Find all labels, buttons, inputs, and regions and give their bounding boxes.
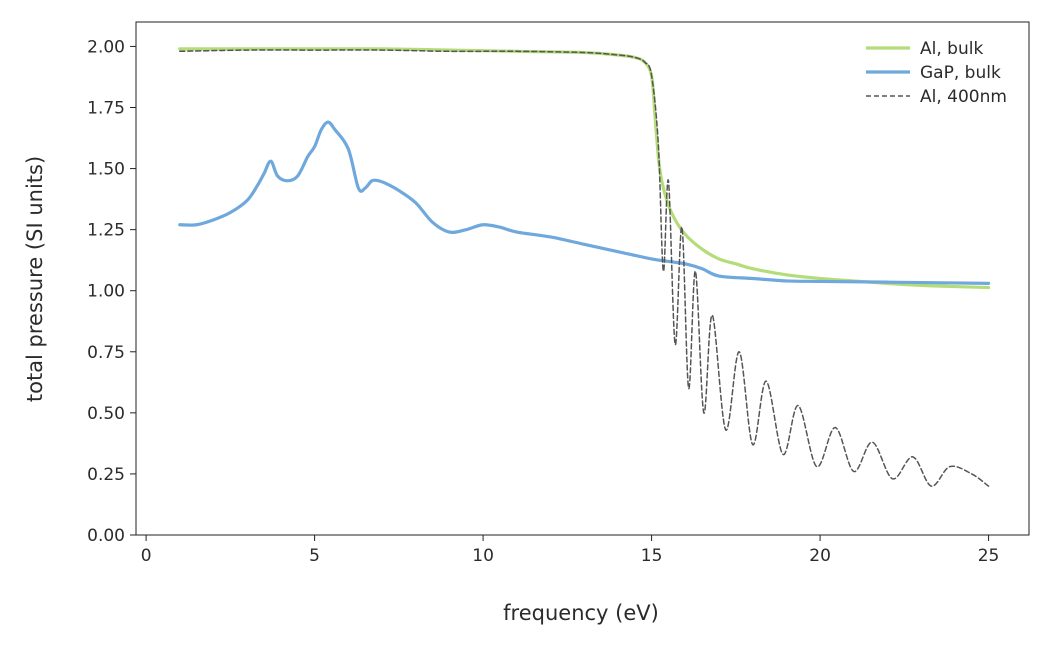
plot-area xyxy=(135,21,1030,536)
x-tick-label: 15 xyxy=(641,546,663,566)
x-tick-label: 5 xyxy=(309,546,320,566)
y-tick-label: 0.75 xyxy=(87,343,125,363)
series-line-al-bulk xyxy=(178,47,991,290)
legend-label: GaP, bulk xyxy=(920,63,1001,83)
x-axis: 0 5 10 15 20 25 xyxy=(141,535,1000,566)
legend-label: Al, 400nm xyxy=(920,87,1007,107)
series-line-al-400nm xyxy=(179,49,990,487)
legend-label: Al, bulk xyxy=(920,39,983,59)
y-tick-label: 1.50 xyxy=(87,160,125,180)
x-tick-label: 0 xyxy=(141,546,152,566)
y-tick-label: 0.50 xyxy=(87,404,125,424)
series-line-gap-bulk xyxy=(178,120,991,285)
y-tick-label: 1.75 xyxy=(87,99,125,119)
plot-frame xyxy=(135,21,1030,536)
y-axis-label: total pressure (SI units) xyxy=(23,156,47,402)
y-tick-label: 1.25 xyxy=(87,221,125,241)
y-tick-label: 2.00 xyxy=(87,37,125,57)
y-axis: 0.00 0.25 0.50 0.75 1.00 1.25 1.50 1.75 2.00 xyxy=(87,37,136,546)
x-tick-label: 25 xyxy=(978,546,1000,566)
x-tick-label: 20 xyxy=(809,546,831,566)
y-tick-label: 1.00 xyxy=(87,282,125,302)
series-layer xyxy=(178,47,991,487)
legend: Al, bulk GaP, bulk Al, 400nm xyxy=(866,39,1007,107)
y-tick-label: 0.00 xyxy=(87,526,125,546)
x-axis-label: frequency (eV) xyxy=(503,601,659,625)
y-tick-label: 0.25 xyxy=(87,465,125,485)
x-tick-label: 10 xyxy=(472,546,494,566)
